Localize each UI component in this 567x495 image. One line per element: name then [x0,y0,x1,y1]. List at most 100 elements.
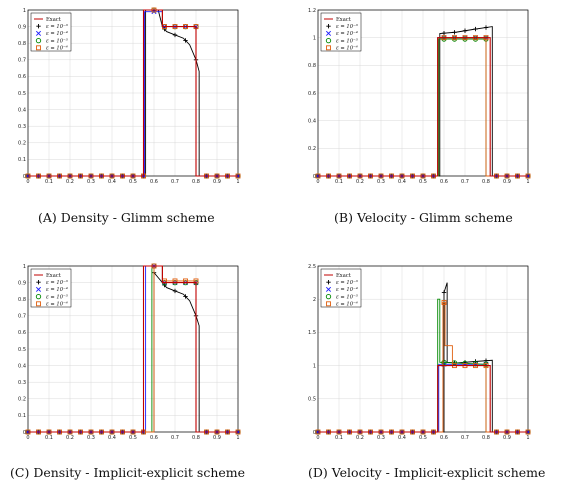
x-tick-label: 0.3 [87,435,95,441]
legend-marker [36,280,41,285]
y-tick-label: 0.6 [18,74,26,80]
x-tick-label: 0 [26,179,29,185]
legend-marker [35,286,42,292]
caption-a: (A) Density - Glimm scheme [38,210,215,225]
x-tick-label: 0.6 [150,435,158,441]
legend-label: ε = 10⁻⁵ [46,38,69,44]
y-tick-label: 0 [23,174,26,180]
x-tick-label: 0.3 [87,179,95,185]
legend-label: ε = 10⁻³ [46,280,68,286]
y-tick-label: 0.8 [18,41,26,47]
chart-panel-a: 0 0.1 0.2 0.3 0.4 0.5 0.6 0.7 0.8 0.9 1 0 0.1 0.2 0.3 0… [18,7,241,185]
y-tick-label: 0.9 [18,24,26,30]
y-tick-label: 0.1 [18,413,26,419]
x-tick-label: 0.1 [45,179,53,185]
legend-marker [36,24,41,29]
x-tick-label: 0.1 [335,179,343,185]
caption-b-label: (B) [334,210,353,225]
series-line-exact [28,9,238,177]
legend-label: ε = 10⁻⁴ [336,31,358,37]
y-tick-label: 0.2 [18,141,26,147]
x-tick-label: 0.8 [192,179,200,185]
x-tick-label: 0.4 [398,435,406,441]
data-point [473,26,478,32]
x-tick-label: 0.5 [129,179,137,185]
x-tick-label: 0.4 [108,179,116,185]
y-tick-label: 0.5 [18,347,26,353]
y-tick-label: 2.5 [308,264,316,270]
legend-label: ε = 10⁻⁵ [336,38,359,44]
y-tick-label: 0.6 [308,91,316,97]
caption-c-text: Density - Implicit-explicit scheme [33,465,246,480]
y-tick-label: 0.7 [18,58,26,64]
caption-a-label: (A) [38,210,57,225]
chart-panel-c: 0 0.1 0.2 0.3 0.4 0.5 0.6 0.7 0.8 0.9 1 0 0.1 0.2 0.3 0… [18,263,241,441]
x-tick-label: 0.9 [503,179,511,185]
y-tick-label: 0.3 [18,124,26,130]
data-point [172,32,178,38]
y-tick-label: 0.3 [18,380,26,386]
x-tick-label: 0 [316,179,319,185]
x-tick-label: 1 [526,435,529,441]
y-tick-label: 0 [313,430,316,436]
y-tick-label: 1.5 [308,330,316,336]
series-line-exact [318,37,528,177]
legend-label: Exact [46,17,62,23]
chart-panel-d: 0 0.1 0.2 0.3 0.4 0.5 0.6 0.7 0.8 0.9 1 0 0.5 1 1.5 2 2.… [308,264,531,441]
legend-marker [325,286,332,292]
legend-marker [35,37,42,44]
legend-label: ε = 10⁻³ [336,24,358,30]
x-tick-label: 0.3 [377,435,385,441]
data-point [183,294,188,299]
x-tick-label: 0.9 [213,179,221,185]
y-tick-label: 1 [23,264,26,270]
caption-a-text: Density - Glimm scheme [60,210,215,225]
legend-marker [325,30,332,36]
legend-marker [326,45,331,51]
caption-c: (C) Density - Implicit-explicit scheme [10,465,245,480]
x-tick-label: 0.1 [45,435,53,441]
x-tick-label: 0.9 [213,435,221,441]
series-line-eps4 [318,302,528,433]
data-point [441,290,447,295]
x-tick-label: 1 [526,179,529,185]
y-tick-label: 0.4 [18,107,26,113]
x-tick-label: 0 [316,435,319,441]
legend-label: ε = 10⁻⁵ [336,294,359,300]
x-tick-label: 0.8 [482,435,490,441]
caption-b: (B) Velocity - Glimm scheme [334,210,513,225]
y-tick-label: 0.7 [18,314,26,320]
y-tick-label: 1 [23,8,26,14]
legend-marker [326,24,331,29]
y-tick-label: 0.6 [18,330,26,336]
data-point [441,359,447,366]
y-tick-label: 0.8 [308,63,316,69]
data-point [441,30,447,36]
legend-label: ε = 10⁻⁶ [336,46,358,52]
x-tick-label: 0 [26,435,29,441]
legend-marker [35,30,42,36]
y-tick-label: 1 [313,35,316,41]
legend-label: ε = 10⁻⁶ [46,46,68,52]
x-tick-label: 1 [236,435,239,441]
y-tick-label: 0.8 [18,297,26,303]
x-tick-label: 0.8 [482,179,490,185]
x-tick-label: 0.5 [419,435,427,441]
legend-label: Exact [336,17,352,23]
x-tick-label: 0.9 [503,435,511,441]
caption-c-label: (C) [10,465,30,480]
x-tick-label: 1 [236,179,239,185]
legend-label: Exact [46,273,62,279]
legend-label: ε = 10⁻⁶ [336,302,358,308]
x-tick-label: 0.7 [461,435,469,441]
legend-label: ε = 10⁻⁴ [46,287,68,293]
y-tick-label: 0.5 [18,91,26,97]
x-tick-label: 0.2 [356,435,364,441]
series-line-exact [28,265,238,433]
caption-d-label: (D) [308,465,328,480]
x-tick-label: 0.4 [108,435,116,441]
legend-label: ε = 10⁻⁶ [46,302,68,308]
x-tick-label: 0.6 [440,179,448,185]
x-tick-label: 0.5 [129,435,137,441]
legend-marker [325,293,332,300]
